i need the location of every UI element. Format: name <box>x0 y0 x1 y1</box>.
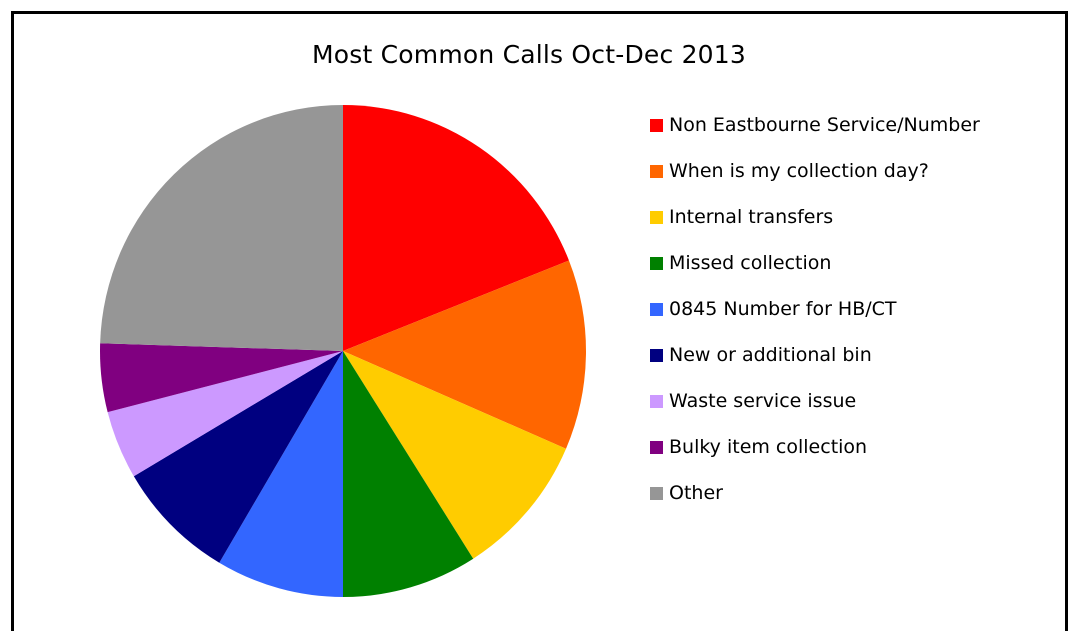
legend-swatch <box>650 119 663 132</box>
legend-swatch <box>650 303 663 316</box>
legend-swatch <box>650 165 663 178</box>
pie-slice-new-or-additional-bin <box>133 351 343 563</box>
legend-label: Non Eastbourne Service/Number <box>669 114 980 136</box>
legend-swatch <box>650 441 663 454</box>
legend-label: When is my collection day? <box>669 160 929 182</box>
legend-item: Waste service issue <box>650 388 980 434</box>
legend-swatch <box>650 211 663 224</box>
legend-label: Internal transfers <box>669 206 834 228</box>
legend-label: Missed collection <box>669 252 832 274</box>
legend-item: Other <box>650 480 980 526</box>
legend-label: Waste service issue <box>669 390 857 412</box>
legend-swatch <box>650 257 663 270</box>
legend-item: Missed collection <box>650 250 980 296</box>
legend-item: 0845 Number for HB/CT <box>650 296 980 342</box>
legend-swatch <box>650 487 663 500</box>
chart-legend: Non Eastbourne Service/Number When is my … <box>650 112 980 526</box>
legend-item: Non Eastbourne Service/Number <box>650 112 980 158</box>
legend-label: 0845 Number for HB/CT <box>669 298 897 320</box>
legend-swatch <box>650 395 663 408</box>
legend-label: New or additional bin <box>669 344 872 366</box>
legend-label: Bulky item collection <box>669 436 868 458</box>
legend-item: Internal transfers <box>650 204 980 250</box>
pie-slice-non-eastbourne-service-number <box>343 105 569 351</box>
pie-slice-other <box>100 104 344 351</box>
pie-slice-0845-number-for-hb-ct <box>219 351 343 597</box>
pie-slice-missed-collection <box>343 351 474 597</box>
legend-item: When is my collection day? <box>650 158 980 204</box>
pie-slice-internal-transfers <box>343 351 567 559</box>
legend-label: Other <box>669 482 723 504</box>
chart-title: Most Common Calls Oct-Dec 2013 <box>311 40 746 69</box>
legend-item: Bulky item collection <box>650 434 980 480</box>
legend-item: New or additional bin <box>650 342 980 388</box>
pie-slice-bulky-item-collection <box>99 343 343 413</box>
legend-swatch <box>650 349 663 362</box>
pie-slice-when-is-my-collection-day <box>343 260 587 449</box>
pie-slice-waste-service-issue <box>107 351 343 477</box>
